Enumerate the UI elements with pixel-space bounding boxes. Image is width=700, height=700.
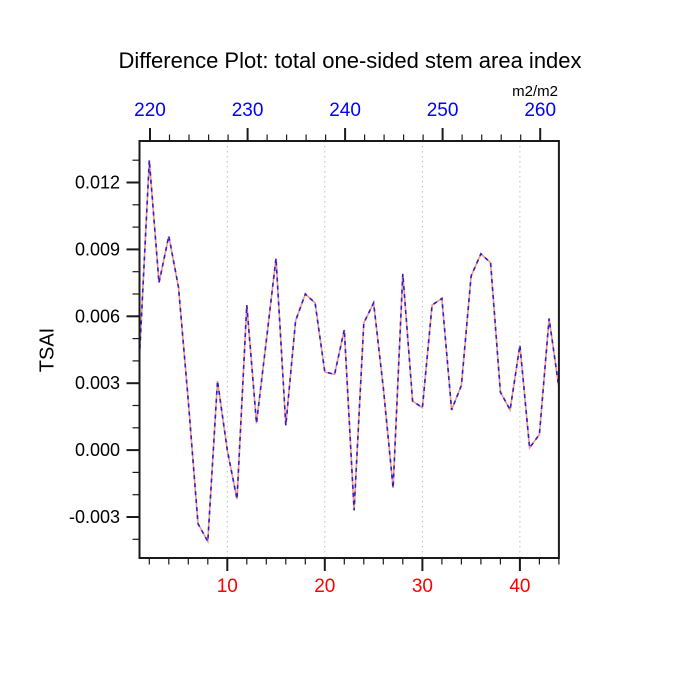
difference-line bbox=[138, 160, 560, 545]
x-axis-tick-label: 40 bbox=[509, 576, 530, 597]
y-axis-tick-label: -0.003 bbox=[69, 507, 120, 527]
y-axis-tick-label: 0.000 bbox=[75, 440, 120, 460]
x-axis-tick-label: 20 bbox=[314, 576, 335, 597]
difference-line-underlay bbox=[138, 160, 560, 545]
top-axis-tick-label: 260 bbox=[524, 100, 556, 121]
plot-frame bbox=[138, 140, 560, 559]
y-axis-tick-label: 0.009 bbox=[75, 239, 120, 259]
x-axis-tick-label: 10 bbox=[217, 576, 238, 597]
top-axis-tick-label: 230 bbox=[232, 100, 264, 121]
chart-title: Difference Plot: total one-sided stem ar… bbox=[118, 48, 582, 73]
top-axis-units-label: m2/m2 bbox=[512, 83, 558, 100]
y-axis-tick-label: 0.003 bbox=[75, 373, 120, 393]
x-axis-tick-label: 30 bbox=[412, 576, 433, 597]
top-axis-tick-label: 240 bbox=[329, 100, 361, 121]
y-axis-tick-label: 0.006 bbox=[75, 306, 120, 326]
top-axis-tick-label: 250 bbox=[427, 100, 459, 121]
top-axis-tick-label: 220 bbox=[134, 100, 166, 121]
y-axis-tick-label: 0.012 bbox=[75, 173, 120, 193]
